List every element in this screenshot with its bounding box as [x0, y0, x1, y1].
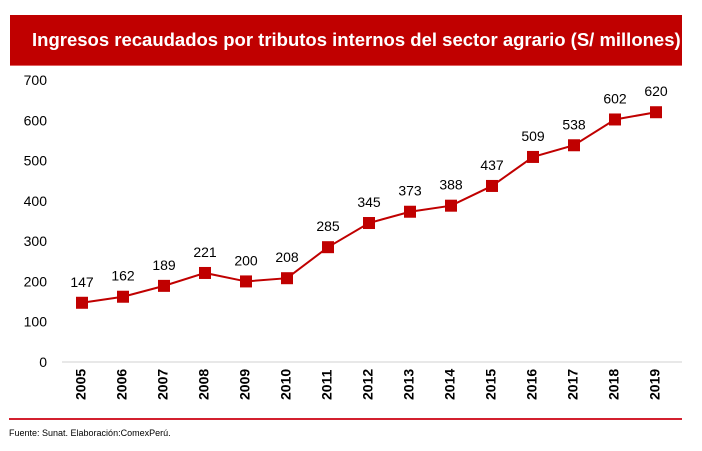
data-label: 620 — [644, 83, 668, 99]
x-tick-label: 2009 — [237, 369, 253, 400]
x-tick-label: 2013 — [401, 369, 417, 400]
data-point-marker — [281, 272, 293, 285]
data-point-marker — [527, 150, 539, 163]
series-ingresos: 147 162 189 221 200 208 285 345 373 388 437 509 538 6… — [70, 83, 668, 309]
x-tick-label: 2017 — [565, 369, 581, 400]
y-tick-label: 200 — [24, 273, 48, 289]
data-label: 602 — [603, 90, 627, 106]
x-tick-label: 2016 — [524, 369, 540, 400]
x-tick-label: 2005 — [73, 369, 89, 400]
data-label: 538 — [562, 116, 586, 132]
x-tick-label: 2014 — [442, 369, 458, 400]
data-label: 345 — [357, 194, 381, 210]
y-axis: 0 100 200 300 400 500 600 700 — [24, 72, 682, 370]
y-tick-label: 100 — [24, 314, 48, 330]
y-tick-label: 500 — [24, 153, 48, 169]
data-point-marker — [158, 279, 170, 292]
x-tick-label: 2008 — [196, 369, 212, 400]
x-tick-label: 2012 — [360, 369, 376, 400]
x-tick-label: 2011 — [319, 369, 335, 400]
y-tick-label: 0 — [39, 354, 47, 370]
data-label: 162 — [111, 268, 135, 284]
data-point-marker — [76, 296, 88, 309]
data-point-marker — [568, 139, 580, 152]
title-banner: Ingresos recaudados por tributos interno… — [10, 15, 682, 66]
data-point-marker — [322, 241, 334, 254]
chart-title: Ingresos recaudados por tributos interno… — [32, 29, 681, 50]
footer-rule — [9, 418, 682, 420]
data-point-marker — [363, 217, 375, 230]
y-tick-label: 300 — [24, 233, 48, 249]
data-point-marker — [609, 113, 621, 126]
x-tick-label: 2007 — [155, 369, 171, 400]
x-tick-label: 2019 — [647, 369, 663, 400]
data-label: 437 — [480, 157, 504, 173]
data-label: 373 — [398, 183, 422, 199]
x-axis: 2005 2006 2007 2008 2009 2010 2011 2012 2013 2014… — [73, 369, 663, 400]
x-tick-label: 2006 — [114, 369, 130, 400]
data-label: 200 — [234, 252, 258, 268]
data-point-marker — [404, 205, 416, 218]
data-label: 208 — [275, 249, 299, 265]
data-point-marker — [117, 290, 129, 303]
data-label: 147 — [70, 274, 94, 290]
data-label: 388 — [439, 177, 463, 193]
data-point-marker — [650, 106, 662, 119]
x-tick-label: 2010 — [278, 369, 294, 400]
y-tick-label: 600 — [24, 112, 48, 128]
x-tick-label: 2015 — [483, 369, 499, 400]
data-point-marker — [240, 275, 252, 288]
data-point-marker — [486, 179, 498, 192]
y-tick-label: 700 — [24, 72, 48, 88]
y-tick-label: 400 — [24, 193, 48, 209]
data-label: 221 — [193, 244, 217, 260]
data-label: 509 — [521, 128, 545, 144]
x-tick-label: 2018 — [606, 369, 622, 400]
data-point-marker — [199, 266, 211, 279]
source-note: Fuente: Sunat. Elaboración:ComexPerú. — [9, 428, 171, 438]
data-label: 285 — [316, 218, 340, 234]
data-point-marker — [445, 199, 457, 212]
data-label: 189 — [152, 257, 176, 273]
